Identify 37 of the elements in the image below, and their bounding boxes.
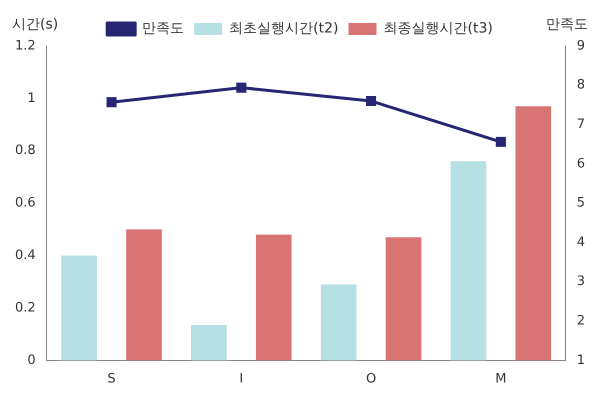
y2-tick-label: 8 <box>576 78 586 93</box>
bar <box>191 325 227 360</box>
legend-label: 만족도 <box>142 20 184 37</box>
y2-tick-label: 6 <box>576 156 586 172</box>
y2-tick-label: 4 <box>576 234 586 250</box>
y2-tick-label: 1 <box>576 352 586 368</box>
y2-axis-title: 만족도 <box>546 16 588 33</box>
x-tick-label: I <box>239 372 244 387</box>
x-tick-label: S <box>107 372 116 387</box>
x-tick-label: M <box>495 372 506 387</box>
y-tick-label: 0.6 <box>14 196 36 211</box>
legend-label: 최종실행시간(t3) <box>384 20 493 37</box>
y-tick-label: 0.4 <box>14 248 36 263</box>
point <box>106 97 117 108</box>
y-tick-label: 1 <box>27 90 36 106</box>
y2-tick-label: 2 <box>576 313 586 328</box>
bar <box>256 234 292 360</box>
bar <box>515 106 552 360</box>
y2-tick-label: 9 <box>576 38 586 54</box>
point <box>236 82 246 93</box>
legend-label: 최초실행시간(t2) <box>229 20 339 37</box>
y-axis-title: 시간(s) <box>12 16 58 33</box>
bar <box>320 284 356 360</box>
bar <box>450 161 486 360</box>
y-tick-label: 0.2 <box>14 300 36 316</box>
y-tick-label: 1.2 <box>14 38 36 54</box>
y2-tick-label: 5 <box>576 196 586 211</box>
point <box>366 96 376 106</box>
bar <box>386 237 422 360</box>
bar <box>61 256 97 360</box>
bar <box>126 229 162 360</box>
y-tick-label: 0.8 <box>14 143 36 158</box>
y2-tick-label: 3 <box>576 274 586 290</box>
y-tick-label: 0 <box>27 352 36 368</box>
y2-tick-label: 7 <box>576 116 586 132</box>
point <box>496 136 506 147</box>
x-tick-label: O <box>366 372 376 387</box>
